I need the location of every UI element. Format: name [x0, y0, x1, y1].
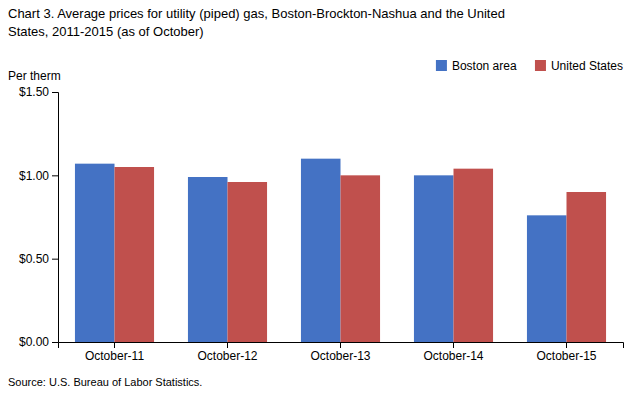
tick: $0.00 [19, 335, 58, 349]
bar-series [75, 159, 567, 342]
tick-mark [114, 342, 115, 348]
tick-label: October-15 [536, 349, 596, 363]
bar [341, 175, 381, 342]
tick-mark [453, 342, 454, 348]
tick-mark [52, 342, 58, 343]
tick-mark [340, 342, 341, 348]
legend-label: United States [551, 59, 623, 73]
bar [454, 169, 494, 342]
bar [228, 182, 268, 342]
tick-label: $0.00 [19, 335, 49, 349]
tick-label: October-12 [197, 349, 257, 363]
legend: Boston area United States [436, 59, 623, 73]
legend-item: United States [535, 59, 623, 73]
subtitle: States, 2011-2015 (as of October) [8, 24, 204, 39]
tick-mark [227, 342, 228, 348]
annotation: Source: U.S. Bureau of Labor Statistics. [8, 376, 202, 388]
bar [414, 175, 454, 342]
tick: October-15 [536, 342, 596, 363]
legend-label: Boston area [452, 59, 517, 73]
tick: $0.50 [19, 252, 58, 266]
tick: October-13 [310, 342, 370, 363]
bar [527, 215, 567, 342]
axis-line [59, 343, 624, 349]
axis-line [52, 93, 59, 343]
tick: October-11 [85, 342, 144, 363]
legend-swatch [535, 60, 546, 71]
tick-label: $1.00 [19, 169, 49, 183]
plot: October-11 October-12 October-13 October-14… [19, 85, 624, 362]
bar [115, 167, 155, 342]
tick-label: $1.50 [19, 85, 49, 99]
y-axis-label: Per therm [8, 69, 61, 83]
tick: $1.00 [19, 169, 58, 183]
tick-mark [52, 259, 58, 260]
x-axis: October-11 October-12 October-13 October-14… [59, 342, 624, 363]
bar [188, 177, 228, 342]
bar-series [115, 167, 607, 342]
bar [75, 164, 115, 342]
title: Chart 3. Average prices for utility (pip… [8, 6, 505, 21]
legend-swatch [436, 60, 447, 71]
tick-label: October-14 [423, 349, 483, 363]
y-axis: $0.00 $0.50 $1.00 $1.50 [19, 85, 59, 349]
tick-mark [52, 175, 58, 176]
tick: October-12 [197, 342, 257, 363]
bar [567, 192, 607, 342]
legend-item: Boston area [436, 59, 517, 73]
tick-mark [52, 92, 58, 93]
bar [301, 159, 341, 342]
tick-label: October-11 [85, 349, 144, 363]
tick: $1.50 [19, 85, 58, 99]
bars [75, 159, 606, 342]
tick-mark [566, 342, 567, 348]
tick-label: October-13 [310, 349, 370, 363]
chart: Chart 3. Average prices for utility (pip… [0, 0, 643, 394]
tick: October-14 [423, 342, 483, 363]
tick-label: $0.50 [19, 252, 49, 266]
